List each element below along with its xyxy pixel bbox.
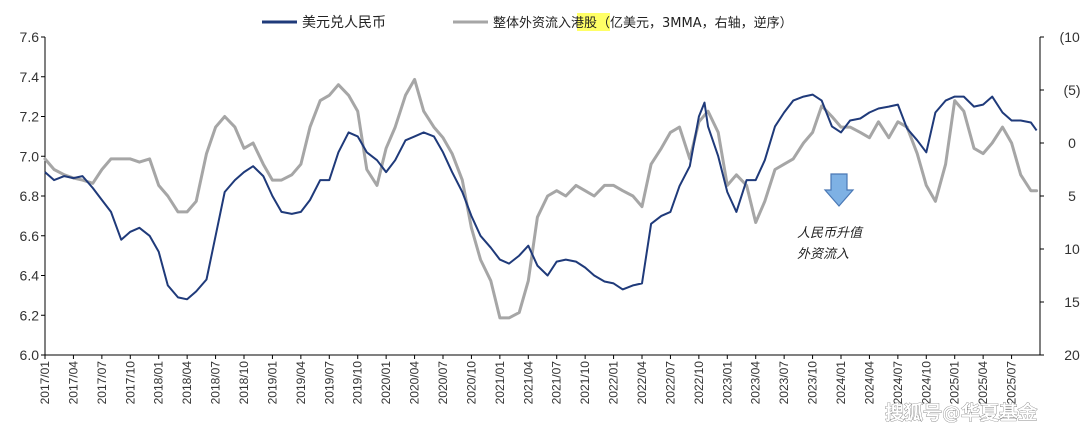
legend-label-highlight: 港股 — [571, 16, 597, 31]
x-tick-label: 2024/10 — [919, 361, 933, 405]
legend-label-usdcny: 美元兑人民币 — [302, 15, 386, 31]
axes — [44, 37, 1041, 356]
x-tick-label: 2024/01 — [834, 361, 848, 405]
x-tick-label: 2021/07 — [550, 361, 564, 405]
x-tick-label: 2021/10 — [578, 361, 592, 405]
left-tick-label: 7.4 — [20, 69, 40, 85]
x-tick-label: 2019/07 — [322, 361, 336, 405]
left-tick-label: 7.0 — [20, 148, 40, 164]
left-tick-label: 6.4 — [20, 268, 40, 284]
down-arrow-icon — [823, 173, 855, 207]
x-tick-label: 2020/04 — [408, 361, 422, 405]
left-tick-label: 7.2 — [20, 109, 40, 125]
left-tick-label: 6.6 — [20, 228, 40, 244]
legend-label-foreign-inflow: 整体外资流入港股（亿美元，3MMA，右轴，逆序） — [493, 15, 793, 31]
x-tick-label: 2017/01 — [38, 361, 52, 405]
x-axis-ticks: 2017/01 2017/04 2017/07 2017/10 2018/01 2018/… — [38, 355, 1019, 404]
x-tick-label: 2025/07 — [1005, 361, 1019, 405]
x-tick-label: 2020/07 — [436, 361, 450, 405]
right-tick-label: 10 — [1064, 241, 1080, 257]
x-tick-label: 2023/07 — [777, 361, 791, 405]
right-tick-label: (10) — [1060, 29, 1080, 45]
x-tick-label: 2018/04 — [180, 361, 194, 405]
x-tick-label: 2017/04 — [66, 361, 80, 405]
plot-area — [43, 77, 1039, 320]
right-tick-label: 15 — [1064, 294, 1080, 310]
left-axis-ticks: 6.0 6.2 6.4 6.6 6.8 7.0 7.2 7.4 7.6 — [20, 29, 45, 363]
x-tick-label: 2025/04 — [976, 361, 990, 405]
x-tick-label: 2025/01 — [948, 361, 962, 405]
left-tick-label: 7.6 — [20, 29, 40, 45]
right-tick-label: 5 — [1068, 188, 1076, 204]
x-tick-label: 2019/10 — [351, 361, 365, 405]
x-tick-label: 2024/07 — [891, 361, 905, 405]
x-tick-label: 2017/07 — [95, 361, 109, 405]
annotation-line-1: 人民币升值 — [797, 226, 864, 241]
series-line-foreign-inflow — [43, 77, 1039, 320]
right-axis-ticks: (10) (5) 0 5 10 15 20 — [1040, 29, 1080, 363]
x-tick-label: 2022/01 — [607, 361, 621, 405]
x-tick-label: 2018/01 — [152, 361, 166, 405]
x-tick-label: 2018/07 — [209, 361, 223, 405]
x-tick-label: 2024/04 — [862, 361, 876, 405]
annotation-line-2: 外资流入 — [797, 247, 849, 262]
x-tick-label: 2021/01 — [493, 361, 507, 405]
left-tick-label: 6.8 — [20, 188, 40, 204]
right-tick-label: (5) — [1063, 82, 1080, 98]
annotation: 人民币升值 外资流入 — [797, 173, 864, 262]
x-tick-label: 2018/10 — [237, 361, 251, 405]
x-tick-label: 2019/01 — [265, 361, 279, 405]
right-tick-label: 0 — [1068, 135, 1076, 151]
x-tick-label: 2022/04 — [635, 361, 649, 405]
watermark: 搜狐号@华夏基金 — [885, 401, 1038, 424]
legend-label-suffix: （亿美元，3MMA，右轴，逆序） — [597, 15, 793, 31]
x-tick-label: 2020/01 — [379, 361, 393, 405]
legend-label-prefix: 整体外资流入 — [493, 16, 571, 31]
left-tick-label: 6.2 — [20, 307, 40, 323]
right-tick-label: 20 — [1064, 347, 1080, 363]
legend-highlight — [577, 13, 610, 31]
series-line-usdcny — [44, 93, 1038, 301]
x-tick-label: 2021/04 — [521, 361, 535, 405]
x-tick-label: 2019/04 — [294, 361, 308, 405]
x-tick-label: 2020/10 — [464, 361, 478, 405]
x-tick-label: 2023/10 — [806, 361, 820, 405]
x-tick-label: 2017/10 — [123, 361, 137, 405]
x-tick-label: 2023/04 — [749, 361, 763, 405]
x-tick-label: 2022/07 — [663, 361, 677, 405]
legend: 美元兑人民币 整体外资流入港股（亿美元，3MMA，右轴，逆序） — [262, 13, 793, 31]
x-tick-label: 2023/01 — [720, 361, 734, 405]
x-tick-label: 2022/10 — [692, 361, 706, 405]
left-tick-label: 6.0 — [20, 347, 40, 363]
